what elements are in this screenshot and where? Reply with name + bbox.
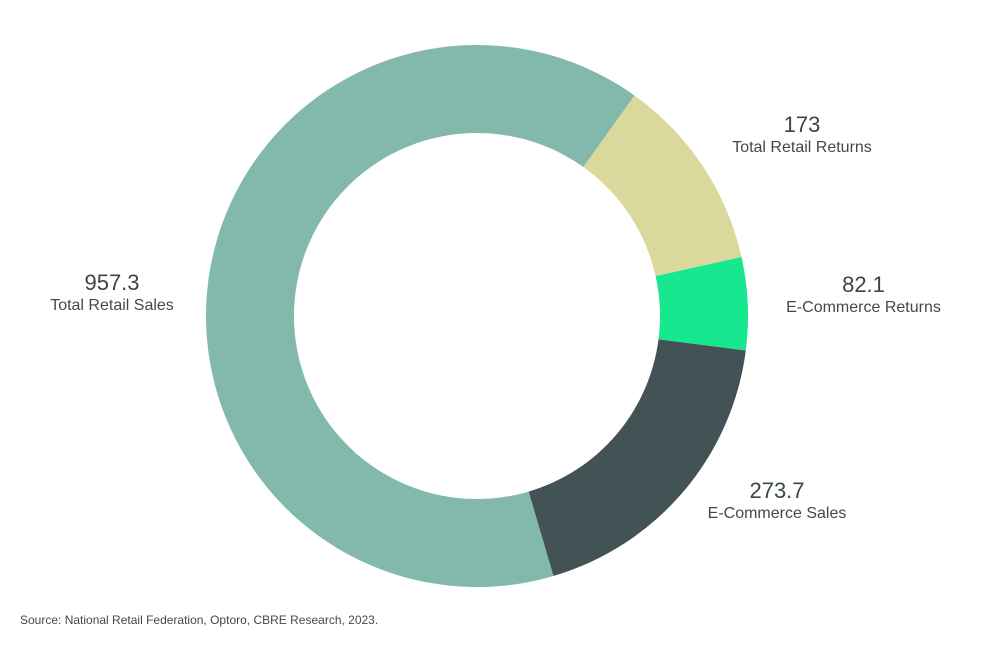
slice-e-commerce-sales — [528, 339, 746, 577]
source-note: Source: National Retail Federation, Opto… — [20, 613, 379, 627]
value-label-e-commerce-returns: 82.1 — [842, 272, 885, 297]
category-label-e-commerce-sales: E-Commerce Sales — [707, 505, 847, 522]
slice-total-retail-sales — [206, 45, 635, 588]
value-label-total-retail-returns: 173 — [783, 112, 821, 137]
category-label-e-commerce-returns: E-Commerce Returns — [786, 299, 941, 316]
label-e-commerce-sales: 273.7 E-Commerce Sales — [687, 478, 867, 524]
label-total-retail-sales: 957.3 Total Retail Sales — [22, 270, 202, 316]
value-label-e-commerce-sales: 273.7 — [749, 478, 805, 503]
value-label-total-retail-sales: 957.3 — [84, 270, 140, 295]
slice-e-commerce-returns — [655, 257, 748, 351]
donut-slices — [206, 45, 748, 588]
label-e-commerce-returns: 82.1 E-Commerce Returns — [771, 272, 956, 318]
category-label-total-retail-returns: Total Retail Returns — [732, 139, 872, 156]
label-total-retail-returns: 173 Total Retail Returns — [712, 112, 892, 158]
category-label-total-retail-sales: Total Retail Sales — [50, 297, 174, 314]
slice-total-retail-returns — [583, 95, 742, 277]
